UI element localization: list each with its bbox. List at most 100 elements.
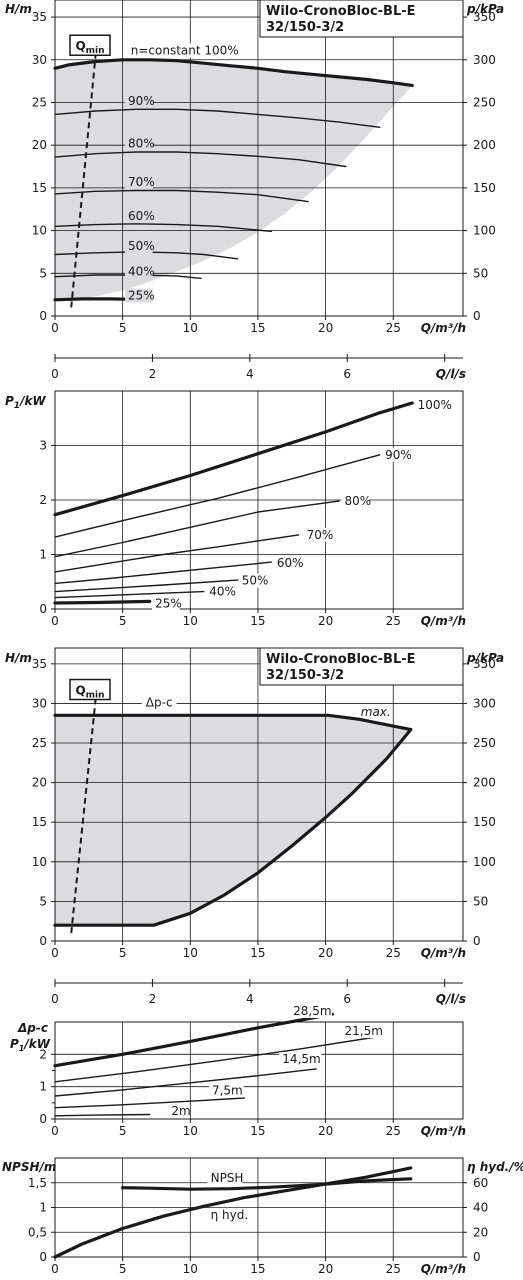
operating-envelope bbox=[55, 715, 411, 926]
y-right-tick-label: 0 bbox=[473, 1250, 481, 1264]
head-curve-100pct bbox=[53, 58, 414, 88]
curve-label-bg bbox=[303, 527, 332, 542]
efficiency-curve bbox=[53, 1166, 413, 1259]
x-axis-label: Q/m³/h bbox=[421, 946, 466, 960]
head-curve-max bbox=[53, 713, 413, 732]
x-tick-label: 10 bbox=[183, 614, 198, 628]
chart-title-line1: Wilo-CronoBloc-BL-E bbox=[266, 652, 416, 667]
head-curve-70pct bbox=[54, 189, 309, 203]
y-tick-label: 1 bbox=[39, 548, 47, 562]
curve-label-bg bbox=[125, 288, 153, 303]
y-tick-label: 15 bbox=[32, 815, 47, 829]
y-right-tick-label: 0 bbox=[473, 309, 481, 323]
title-box bbox=[259, 647, 464, 686]
y-right-tick-label: 150 bbox=[473, 181, 496, 195]
curve-label-bg bbox=[127, 43, 242, 58]
curve-label: n=constant 100% bbox=[131, 43, 239, 57]
x-tick-label: 10 bbox=[183, 946, 198, 960]
npsh-curve bbox=[120, 1177, 413, 1191]
x-tick-label: 20 bbox=[318, 946, 333, 960]
curve-label: 28,5m bbox=[293, 1004, 331, 1018]
curve-label: 60% bbox=[277, 556, 304, 570]
curve-label-bg bbox=[414, 398, 450, 413]
y-tick-label: 0,5 bbox=[28, 1225, 47, 1239]
power-curve-100pct bbox=[53, 401, 414, 517]
y-tick-label: 1 bbox=[39, 1201, 47, 1215]
curve-label: 80% bbox=[128, 136, 155, 150]
x-tick-label: 15 bbox=[250, 1124, 265, 1138]
scale-axis-label: Q/l/s bbox=[436, 367, 466, 381]
y-tick-label: 35 bbox=[32, 657, 47, 671]
y-right-axis-label: η hyd./% bbox=[467, 1160, 523, 1174]
x-tick-label: 25 bbox=[386, 321, 401, 335]
y-tick-label: 25 bbox=[32, 736, 47, 750]
plot-frame bbox=[54, 0, 464, 317]
chart-h1: 0 5 10 15 20 25051015202530350501001502002503… bbox=[5, 0, 504, 335]
curve-label-bg bbox=[168, 1103, 189, 1118]
y-right-tick-label: 150 bbox=[473, 815, 496, 829]
qmin-box bbox=[69, 678, 111, 701]
x-tick-label: 5 bbox=[119, 1124, 127, 1138]
scale-tick-label: 4 bbox=[246, 367, 254, 381]
chart-h2 bbox=[55, 715, 411, 926]
y-tick-label: 2 bbox=[39, 493, 47, 507]
scale-axis-label: Q/l/s bbox=[436, 992, 466, 1006]
y-tick-label: 25 bbox=[32, 95, 47, 109]
y-axis-label: H/m bbox=[5, 2, 32, 16]
x-tick-label: 5 bbox=[119, 946, 127, 960]
curve-label: 70% bbox=[128, 175, 155, 189]
curve-label: 80% bbox=[345, 494, 372, 508]
y-right-tick-label: 100 bbox=[473, 224, 496, 238]
operating-envelope bbox=[55, 59, 413, 299]
curve-label-bg bbox=[208, 1083, 244, 1098]
scale-tick-label: 2 bbox=[149, 992, 157, 1006]
y-right-tick-label: 300 bbox=[473, 53, 496, 67]
curve-label: 40% bbox=[128, 265, 155, 279]
chart-p1: 0 5 10 15 20 25 0 1 2 3 Q/m³/h 100% 90% 80% 70%60% 50% 4… bbox=[5, 390, 466, 628]
y-right-tick-label: 50 bbox=[473, 266, 488, 280]
qmin-dashed-line bbox=[70, 55, 97, 308]
y-right-axis-label: p/kPa bbox=[466, 2, 504, 16]
chart-title-line2: 32/150-3/2 bbox=[266, 20, 344, 35]
y-axis-label: NPSH/m bbox=[2, 1160, 56, 1174]
y-tick-label: 0 bbox=[39, 602, 47, 616]
y-right-tick-label: 350 bbox=[473, 10, 496, 24]
curve-label: 40% bbox=[209, 585, 236, 599]
chart-title-line1: Wilo-CronoBloc-BL-E bbox=[266, 4, 416, 19]
curve-label-bg bbox=[207, 1207, 257, 1222]
x-tick-label: 25 bbox=[386, 1262, 401, 1276]
x-tick-label: 20 bbox=[318, 1124, 333, 1138]
curve-label-bg bbox=[125, 174, 153, 189]
curve-label-bg bbox=[273, 556, 302, 571]
y-tick-label: 0 bbox=[39, 1250, 47, 1264]
head-curve-60pct bbox=[54, 223, 273, 233]
power-curve-2m bbox=[54, 1113, 151, 1117]
head-curve-50pct bbox=[54, 251, 239, 260]
curve-label: NPSH bbox=[211, 1171, 244, 1185]
head-curve-min-curve bbox=[53, 727, 413, 927]
chart-title-line2: 32/150-3/2 bbox=[266, 668, 344, 683]
x-tick-label: 25 bbox=[386, 1124, 401, 1138]
chart-h2: 0 5 10 15 20 25051015202530350501001502002503… bbox=[5, 647, 504, 960]
curve-label: 21,5m bbox=[345, 1024, 383, 1038]
y-tick-label: 0 bbox=[39, 934, 47, 948]
curve-label-bg bbox=[290, 1004, 333, 1019]
chart-n1: 0 5 10 15 20 25 0 0,5 1 1,5 0 20 40 60 Q/m³/h NPSH η hyd… bbox=[2, 1157, 523, 1276]
x-axis-label: Q/m³/h bbox=[421, 1124, 466, 1138]
curve-label: 14,5m bbox=[282, 1052, 320, 1066]
power-curve-7-5m bbox=[54, 1097, 246, 1109]
curve-label-bg bbox=[141, 695, 177, 710]
head-curve-80pct bbox=[54, 151, 347, 168]
curve-label-bg bbox=[125, 264, 153, 279]
curve-label: 100% bbox=[418, 398, 452, 412]
x-tick-label: 0 bbox=[51, 1124, 59, 1138]
scale-tick-label: 0 bbox=[51, 367, 59, 381]
y-tick-label: 20 bbox=[32, 776, 47, 790]
curve-label-bg bbox=[341, 1024, 384, 1039]
chart-h1 bbox=[55, 59, 413, 299]
x-tick-label: 10 bbox=[183, 1262, 198, 1276]
power-curve-70pct bbox=[54, 534, 300, 573]
curve-label: 25% bbox=[128, 289, 155, 303]
curve-label-bg bbox=[125, 238, 153, 253]
curve-label-bg bbox=[279, 1052, 322, 1067]
